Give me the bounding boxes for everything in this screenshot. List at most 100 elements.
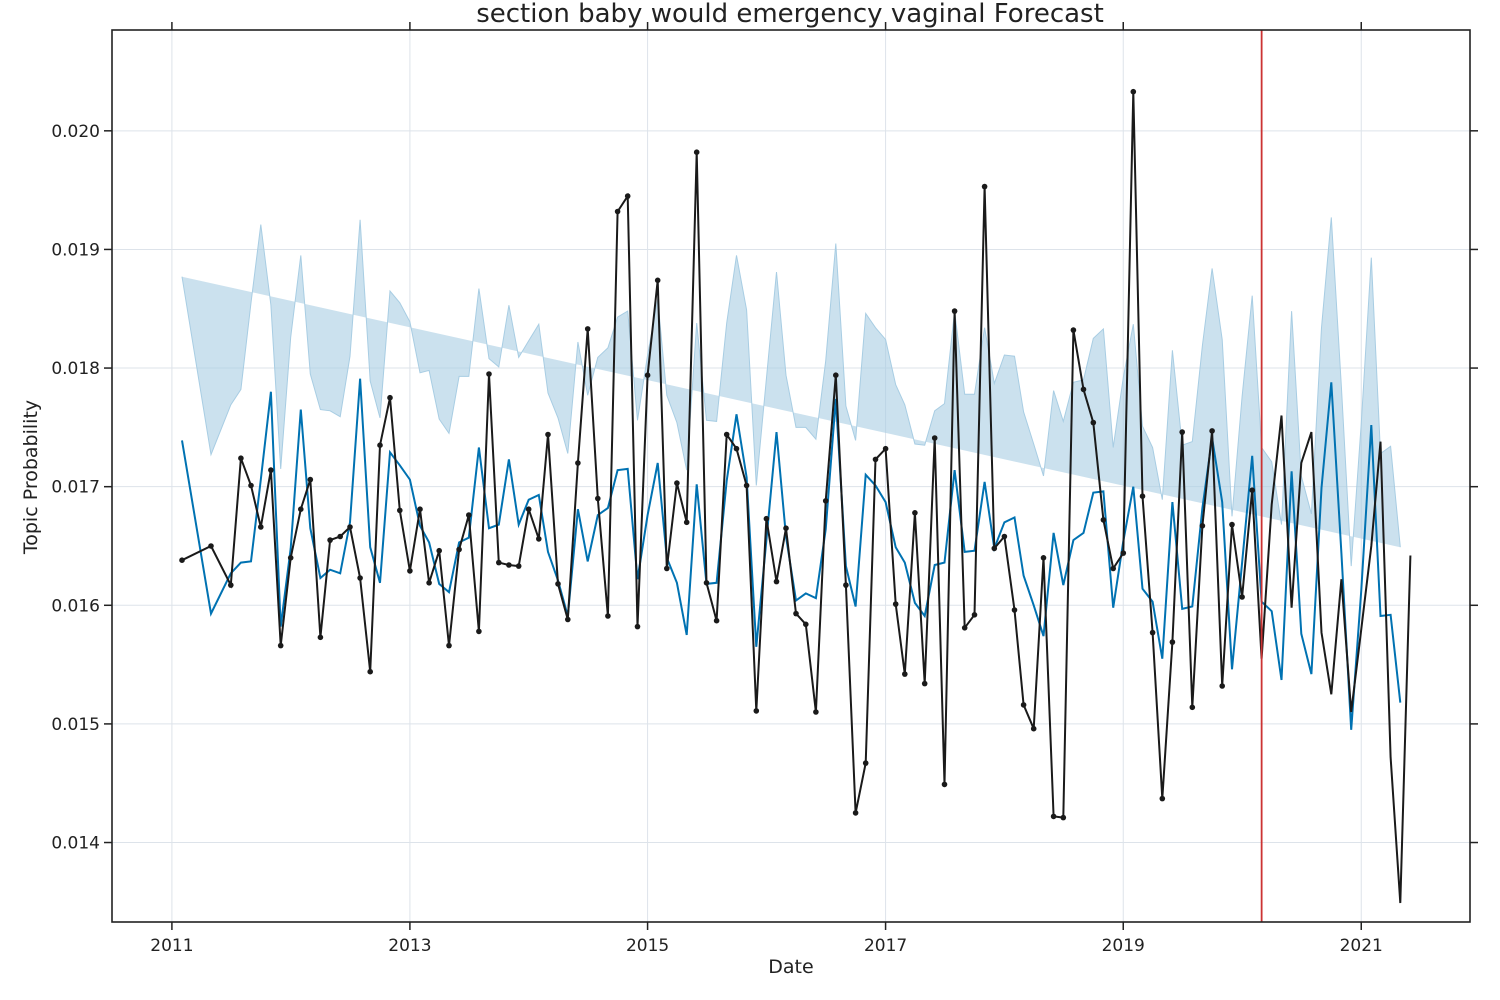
actual-point-69 [892, 601, 899, 607]
actual-point-36 [565, 616, 571, 623]
chart-title: section baby would emergency vaginal For… [476, 0, 1104, 29]
actual-point-86 [1060, 814, 1067, 821]
actual-point-13 [337, 533, 344, 540]
uncertainty-band [181, 217, 1401, 567]
x-tick-label-1: 2013 [388, 936, 431, 956]
actual-point-97 [1169, 639, 1176, 645]
actual-point-35 [555, 581, 561, 587]
actual-point-90 [1100, 517, 1107, 523]
actual-point-49 [693, 149, 700, 155]
actual-point-23 [436, 547, 443, 554]
actual-point-92 [1120, 550, 1127, 556]
y-tick-label-5: 0.019 [51, 240, 100, 260]
actual-point-68 [882, 445, 889, 452]
actual-point-62 [822, 498, 829, 504]
y-tick-label-3: 0.017 [51, 478, 100, 498]
actual-point-100 [1199, 523, 1206, 529]
actual-point-39 [595, 495, 601, 502]
actual-point-65 [852, 810, 859, 816]
actual-point-7 [277, 642, 284, 649]
y-axis-ticks: 0.014 0.015 0.016 0.017 0.018 0.019 0.020 [51, 122, 1478, 854]
actual-point-26 [466, 512, 472, 518]
actual-point-48 [683, 519, 690, 526]
actual-point-18 [387, 394, 393, 401]
actual-point-44 [644, 372, 651, 379]
x-axis-label: Date [768, 956, 813, 978]
actual-point-25 [456, 546, 462, 553]
uncertainty-interval [181, 217, 1401, 567]
actual-point-9 [298, 506, 304, 512]
actual-point-54 [743, 482, 750, 489]
actual-point-67 [872, 456, 879, 463]
actual-point-10 [307, 476, 314, 483]
actual-point-91 [1110, 565, 1116, 572]
actual-point-70 [902, 671, 908, 677]
actual-point-41 [614, 208, 621, 215]
actual-point-87 [1070, 327, 1077, 333]
y-tick-label-0: 0.014 [51, 834, 100, 854]
actual-point-28 [486, 371, 492, 377]
actual-point-6 [268, 467, 274, 473]
x-tick-label-0: 2011 [150, 936, 193, 956]
actual-point-47 [674, 480, 680, 486]
actual-point-71 [912, 510, 918, 516]
actual-series-group [179, 88, 1412, 904]
actual-point-19 [397, 507, 403, 514]
actual-point-33 [536, 536, 542, 542]
actual-point-22 [426, 580, 432, 586]
actual-point-29 [496, 559, 502, 566]
actual-point-75 [951, 308, 958, 314]
actual-point-27 [476, 628, 482, 635]
actual-point-20 [407, 568, 413, 574]
actual-point-101 [1209, 428, 1215, 434]
actual-point-56 [763, 515, 770, 522]
actual-point-42 [624, 193, 631, 199]
actual-point-77 [971, 612, 978, 618]
actual-point-52 [723, 431, 730, 438]
actual-point-104 [1239, 594, 1245, 600]
actual-point-105 [1249, 487, 1255, 494]
actual-point-61 [813, 709, 819, 715]
forecast-line-group [181, 378, 1402, 730]
actual-point-45 [654, 277, 661, 284]
actual-point-0 [179, 557, 185, 563]
actual-point-81 [1011, 607, 1018, 613]
actual-point-12 [327, 537, 333, 543]
actual-point-57 [773, 578, 780, 585]
actual-point-46 [664, 565, 670, 572]
actual-point-55 [753, 708, 760, 714]
y-tick-label-2: 0.016 [51, 596, 100, 616]
actual-point-32 [525, 506, 532, 512]
actual-point-16 [367, 668, 374, 675]
y-tick-label-4: 0.018 [51, 359, 100, 379]
actual-point-8 [287, 555, 294, 561]
actual-point-24 [446, 642, 452, 649]
actual-point-103 [1229, 521, 1235, 528]
x-tick-label-3: 2017 [864, 936, 907, 956]
x-tick-label-2: 2015 [626, 936, 669, 956]
actual-point-78 [981, 183, 988, 190]
actual-point-102 [1219, 683, 1225, 689]
actual-point-4 [248, 482, 254, 489]
actual-point-66 [862, 760, 869, 766]
actual-point-98 [1179, 429, 1185, 435]
actual-point-17 [377, 442, 383, 449]
actual-point-63 [833, 372, 839, 379]
actual-point-85 [1050, 813, 1057, 820]
y-axis-label: Topic Probability [20, 400, 42, 555]
actual-point-11 [317, 634, 324, 641]
x-tick-label-4: 2019 [1102, 936, 1145, 956]
actual-point-88 [1080, 386, 1087, 393]
actual-point-89 [1090, 419, 1097, 426]
actual-point-3 [238, 455, 244, 462]
forecast-line [181, 378, 1402, 730]
actual-point-43 [634, 623, 641, 630]
actual-point-59 [793, 610, 799, 617]
actual-point-80 [1001, 533, 1008, 540]
actual-line [181, 91, 1412, 904]
actual-point-73 [931, 435, 938, 441]
actual-point-76 [961, 625, 968, 631]
actual-point-95 [1149, 629, 1156, 636]
actual-point-38 [584, 326, 591, 332]
